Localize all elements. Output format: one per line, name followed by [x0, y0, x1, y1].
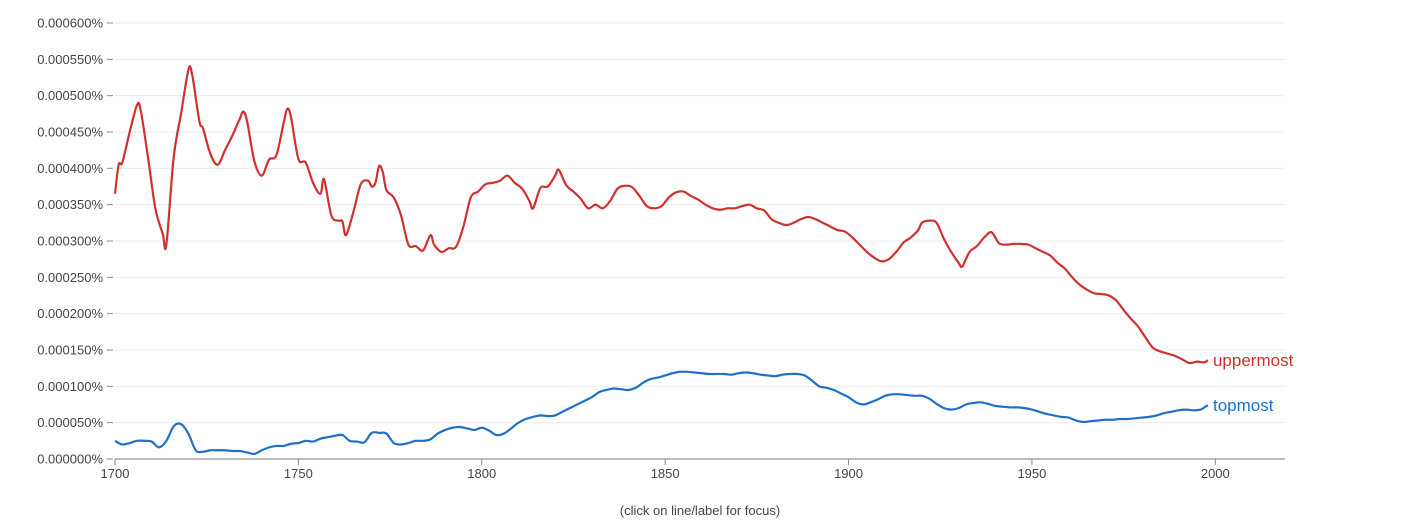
- y-tick-label: 0.000450%: [37, 125, 103, 140]
- y-tick-label: 0.000000%: [37, 452, 103, 467]
- x-tick-label: 1750: [284, 466, 313, 481]
- x-tick-label: 1900: [834, 466, 863, 481]
- focus-hint: (click on line/label for focus): [620, 503, 780, 518]
- y-tick-label: 0.000100%: [37, 379, 103, 394]
- x-tick-label: 2000: [1201, 466, 1230, 481]
- x-tick-label: 1700: [101, 466, 130, 481]
- y-tick-label: 0.000050%: [37, 415, 103, 430]
- y-tick-label: 0.000200%: [37, 306, 103, 321]
- y-tick-label: 0.000550%: [37, 52, 103, 67]
- y-axis: 0.000000% 0.000050% 0.000100% 0.000150% 0.00…: [37, 16, 113, 467]
- x-tick-label: 1800: [467, 466, 496, 481]
- y-tick-label: 0.000600%: [37, 16, 103, 31]
- series-line-topmost[interactable]: [114, 370, 1209, 456]
- series-label-topmost[interactable]: topmost: [1213, 396, 1274, 415]
- grid: [115, 22, 1285, 424]
- x-axis: 1700 1750 1800 1850 1900 1950 2000: [101, 458, 1285, 481]
- series-line-uppermost[interactable]: [113, 65, 1209, 365]
- series-labels[interactable]: uppermost topmost: [1213, 351, 1294, 415]
- series-lines[interactable]: [113, 65, 1209, 456]
- y-tick-label: 0.000150%: [37, 343, 103, 358]
- x-tick-label: 1950: [1017, 466, 1046, 481]
- x-tick-label: 1850: [651, 466, 680, 481]
- series-label-uppermost[interactable]: uppermost: [1213, 351, 1294, 370]
- y-tick-label: 0.000300%: [37, 234, 103, 249]
- y-tick-label: 0.000400%: [37, 161, 103, 176]
- y-tick-label: 0.000250%: [37, 270, 103, 285]
- y-tick-label: 0.000500%: [37, 88, 103, 103]
- y-tick-label: 0.000350%: [37, 197, 103, 212]
